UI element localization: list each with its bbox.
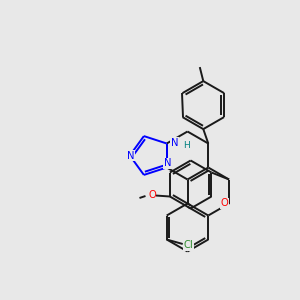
Text: N: N [164, 158, 172, 168]
Text: N: N [171, 137, 178, 148]
Text: H: H [183, 141, 190, 150]
Text: Cl: Cl [184, 241, 194, 250]
Text: N: N [127, 151, 134, 160]
Text: O: O [221, 199, 228, 208]
Text: O: O [148, 190, 156, 200]
